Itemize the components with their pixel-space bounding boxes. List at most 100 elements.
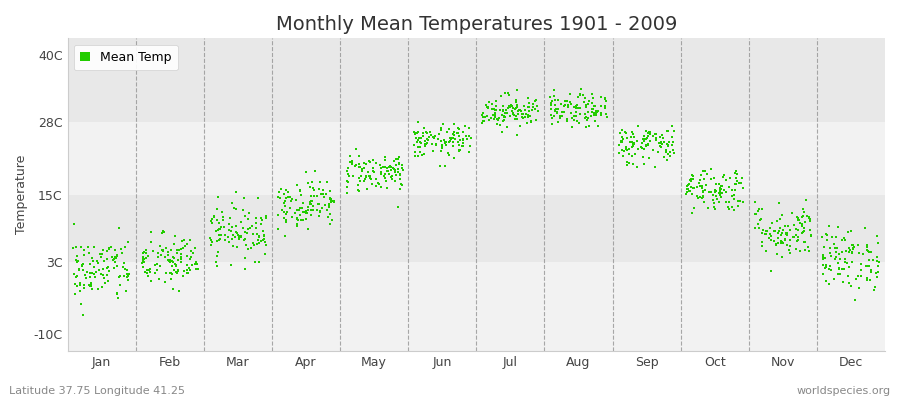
Point <box>498 114 512 120</box>
Point <box>137 259 151 265</box>
Point <box>870 254 885 260</box>
Point <box>802 227 816 233</box>
Point <box>712 181 726 188</box>
Point <box>625 139 639 146</box>
Point <box>854 261 868 267</box>
Point <box>735 199 750 206</box>
Point <box>500 105 515 112</box>
Point <box>487 106 501 112</box>
Point <box>775 254 789 260</box>
Point <box>755 238 770 245</box>
Point <box>306 203 320 210</box>
Point <box>229 223 243 229</box>
Point <box>526 103 540 110</box>
Point <box>706 200 721 206</box>
Point <box>417 125 431 131</box>
Point <box>680 191 694 198</box>
Point <box>680 188 694 195</box>
Point <box>639 142 653 148</box>
Point <box>279 194 293 201</box>
Point <box>689 183 704 190</box>
Point <box>352 152 366 159</box>
Point <box>252 240 266 246</box>
Point <box>164 247 178 253</box>
Point <box>413 144 428 150</box>
Point <box>343 159 357 166</box>
Point <box>290 216 304 222</box>
Point <box>797 239 812 246</box>
Point <box>548 102 562 108</box>
Point <box>796 225 811 232</box>
Point <box>687 205 701 211</box>
Point <box>734 175 749 182</box>
Point <box>702 189 716 196</box>
Point <box>776 227 790 233</box>
Point <box>456 140 471 146</box>
Point <box>154 251 168 258</box>
Point <box>488 110 502 116</box>
Point <box>103 268 117 274</box>
Point <box>485 101 500 107</box>
Point <box>755 206 770 212</box>
Point <box>714 183 728 189</box>
Point <box>115 249 130 256</box>
Point <box>77 247 92 253</box>
Point <box>135 260 149 266</box>
Point <box>312 178 327 185</box>
Point <box>388 169 402 175</box>
Point <box>803 218 817 224</box>
Point <box>451 139 465 145</box>
Point <box>716 189 730 196</box>
Point <box>768 228 782 234</box>
Point <box>174 251 188 257</box>
Point <box>792 217 806 223</box>
Point <box>551 97 565 103</box>
Point <box>293 187 308 194</box>
Point <box>634 140 649 146</box>
Point <box>122 238 136 245</box>
Point <box>506 110 520 116</box>
Point <box>419 136 434 142</box>
Point <box>443 138 457 144</box>
Point <box>148 270 163 276</box>
Point <box>407 129 421 135</box>
Point <box>82 250 96 256</box>
Point <box>726 191 741 198</box>
Point <box>416 130 430 136</box>
Point <box>544 112 558 118</box>
Point <box>772 200 787 206</box>
Point <box>830 245 844 252</box>
Point <box>312 208 327 214</box>
Point <box>845 245 859 252</box>
Point <box>232 234 247 241</box>
Point <box>95 247 110 253</box>
Point <box>279 219 293 226</box>
Point <box>358 173 373 180</box>
Point <box>480 104 494 111</box>
Point <box>153 243 167 250</box>
Point <box>303 206 318 213</box>
Point <box>345 160 359 166</box>
Point <box>292 188 307 194</box>
Point <box>576 92 590 98</box>
Point <box>218 237 232 243</box>
Point <box>494 93 508 100</box>
Point <box>505 108 519 114</box>
Point <box>561 104 575 110</box>
Point <box>281 188 295 195</box>
Point <box>353 164 367 170</box>
Point <box>774 232 788 238</box>
Point <box>705 189 719 195</box>
Point <box>842 280 857 287</box>
Point <box>452 132 466 139</box>
Point <box>617 129 632 135</box>
Point <box>696 168 710 174</box>
Point <box>612 142 626 148</box>
Point <box>319 202 333 208</box>
Point <box>572 111 587 118</box>
Point <box>121 276 135 283</box>
Point <box>74 301 88 307</box>
Point <box>628 151 643 158</box>
Point <box>573 92 588 99</box>
Point <box>648 164 662 170</box>
